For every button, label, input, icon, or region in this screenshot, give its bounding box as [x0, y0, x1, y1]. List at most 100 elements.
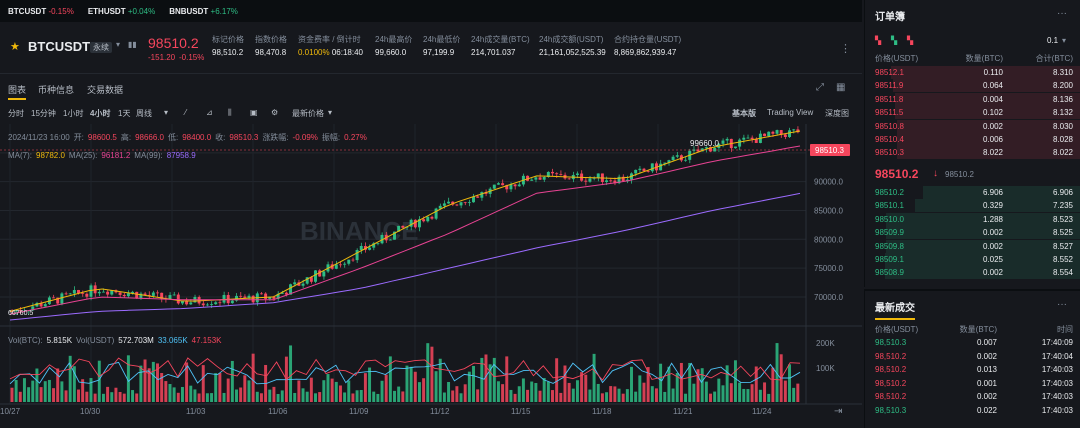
chart-settings-icon[interactable]: ⇥ — [834, 406, 843, 417]
candle-body — [505, 185, 509, 190]
symbol-dropdown-icon[interactable]: ▾ — [116, 40, 121, 49]
depth-bar — [890, 66, 1080, 79]
volume-bar — [301, 388, 305, 402]
tab-coin-info[interactable]: 币种信息 — [38, 85, 75, 95]
candle-body — [650, 163, 654, 172]
interval-timeline[interactable]: 分时 — [8, 109, 24, 118]
price-change: -151.20 — [148, 53, 176, 62]
symbol-title[interactable]: BTCUSDT — [28, 39, 91, 54]
y-tick-label: 90000.0 — [814, 178, 843, 187]
tab-chart[interactable]: 图表 — [8, 83, 27, 100]
candle-body — [101, 291, 105, 293]
kline-chart[interactable]: BINANCE95000.090000.085000.080000.075000… — [0, 124, 862, 426]
ma7-label: MA(7): — [8, 151, 32, 160]
orderbook-row[interactable]: 98512.1 0.110 8.310 — [875, 66, 1080, 79]
trade-price: 98,510.3 — [875, 338, 907, 347]
header-stat: 标记价格 98,510.2 — [212, 34, 244, 57]
candle-body — [18, 310, 22, 312]
orderbook-row[interactable]: 98510.2 6.906 6.906 — [875, 186, 1080, 199]
book-bids-icon[interactable]: ▚ — [891, 36, 898, 45]
price-type-dropdown-icon[interactable]: ▾ — [328, 108, 333, 117]
layout-grid-icon[interactable]: ▦ — [836, 82, 846, 93]
trade-qty: 0.002 — [976, 351, 997, 361]
orderbook-row[interactable]: 98510.3 8.022 8.022 — [875, 146, 1080, 160]
orderbook-row[interactable]: 98509.1 0.025 8.552 — [875, 253, 1080, 266]
orderbook-row[interactable]: 98509.8 0.002 8.527 — [875, 239, 1080, 253]
volume-bar — [559, 392, 563, 402]
orderbook-row[interactable]: 98510.0 1.288 8.523 — [875, 212, 1080, 226]
price-type-select[interactable]: 最新价格 — [292, 109, 324, 118]
indicator-icon[interactable]: ⊿ — [206, 108, 213, 117]
volume-bar — [106, 386, 110, 402]
volume-bar — [771, 367, 775, 402]
vol-ma2: 47.153K — [191, 336, 222, 345]
volume-bar — [750, 384, 754, 402]
candle-body — [459, 202, 463, 206]
ob-qty: 0.102 — [982, 108, 1003, 118]
trades-title[interactable]: 最新成交 — [875, 299, 915, 320]
volume-bar — [796, 383, 800, 402]
orderbook-row[interactable]: 98510.8 0.002 8.030 — [875, 119, 1080, 133]
view-depth[interactable]: 深度图 — [825, 109, 849, 118]
ticker-symbol: BNBUSDT — [169, 6, 209, 16]
trades-more-icon[interactable]: ··· — [1057, 299, 1067, 310]
ohlc-low: 98400.0 — [182, 133, 212, 142]
ticker-item[interactable]: ETHUSDT +0.04% — [88, 7, 155, 16]
volume-bar — [259, 393, 263, 402]
candle-body — [771, 131, 775, 134]
view-tradingview[interactable]: Trading View — [767, 108, 814, 117]
volume-bar — [131, 390, 135, 402]
book-both-icon[interactable]: ▚ — [875, 36, 882, 45]
volume-bar — [31, 380, 35, 402]
volume-bar — [738, 382, 742, 402]
book-asks-icon[interactable]: ▚ — [907, 36, 914, 45]
ob-qty: 6.906 — [982, 188, 1003, 197]
volume-bar — [792, 387, 796, 402]
interval-1d[interactable]: 1天 — [118, 109, 131, 118]
depth-bar — [922, 186, 1080, 199]
template-icon[interactable]: ▣ — [250, 108, 258, 117]
settings-gear-icon[interactable]: ⚙ — [271, 108, 279, 117]
tick-size-select[interactable]: 0.1 — [1047, 36, 1059, 45]
tab-trading-data[interactable]: 交易数据 — [87, 85, 124, 95]
fullscreen-icon[interactable]: ⤢ — [816, 82, 824, 93]
ob-total: 8.554 — [1052, 268, 1073, 278]
perpetual-badge: 永续 — [90, 42, 112, 53]
interval-4h[interactable]: 4小时 — [90, 109, 111, 118]
candle-body — [122, 294, 126, 297]
chart-bars-icon[interactable]: ▮▮ — [128, 40, 137, 49]
orderbook-more-icon[interactable]: ··· — [1057, 8, 1067, 19]
orderbook-row[interactable]: 98511.8 0.004 8.136 — [875, 92, 1080, 106]
ticker-item[interactable]: BTCUSDT -0.15% — [8, 7, 74, 16]
view-basic[interactable]: 基本版 — [732, 109, 756, 118]
interval-15m[interactable]: 15分钟 — [31, 109, 56, 118]
candle-body — [205, 304, 209, 306]
depth-bar — [893, 79, 1080, 93]
tick-dropdown-icon[interactable]: ▾ — [1062, 36, 1067, 45]
volume-bar — [696, 369, 700, 402]
ob-price: 98510.1 — [875, 201, 904, 211]
interval-1h[interactable]: 1小时 — [63, 109, 84, 118]
high-marker-label: 99660.0 — [690, 139, 719, 148]
orderbook-row[interactable]: 98509.9 0.002 8.525 — [875, 226, 1080, 240]
orderbook-row[interactable]: 98511.9 0.064 8.200 — [875, 79, 1080, 93]
orderbook-row[interactable]: 98511.5 0.102 8.132 — [875, 106, 1080, 120]
orderbook-row[interactable]: 98510.4 0.006 8.028 — [875, 133, 1080, 146]
volume-bar — [654, 388, 658, 402]
favorite-star-icon[interactable]: ★ — [10, 41, 20, 53]
tr-col-price: 价格(USDT) — [875, 325, 919, 334]
candle-body — [359, 245, 363, 251]
draw-line-icon[interactable]: ⁄ — [185, 108, 187, 117]
orderbook-row[interactable]: 98508.9 0.002 8.554 — [875, 266, 1080, 280]
ticker-item[interactable]: BNBUSDT +6.17% — [169, 7, 238, 16]
orderbook-row[interactable]: 98510.1 0.329 7.235 — [875, 199, 1080, 213]
volume-bar — [359, 389, 363, 402]
ob-total: 8.523 — [1052, 214, 1073, 224]
candle-type-icon[interactable]: ⫼ — [228, 108, 232, 117]
volume-bar — [139, 365, 143, 402]
interval-week[interactable]: 周线 — [136, 109, 152, 118]
kline-svg[interactable]: BINANCE95000.090000.085000.080000.075000… — [0, 124, 862, 426]
interval-dropdown-icon[interactable]: ▾ — [164, 108, 169, 117]
ob-price: 98509.8 — [875, 241, 904, 251]
more-icon[interactable]: ⋮ — [840, 43, 851, 55]
